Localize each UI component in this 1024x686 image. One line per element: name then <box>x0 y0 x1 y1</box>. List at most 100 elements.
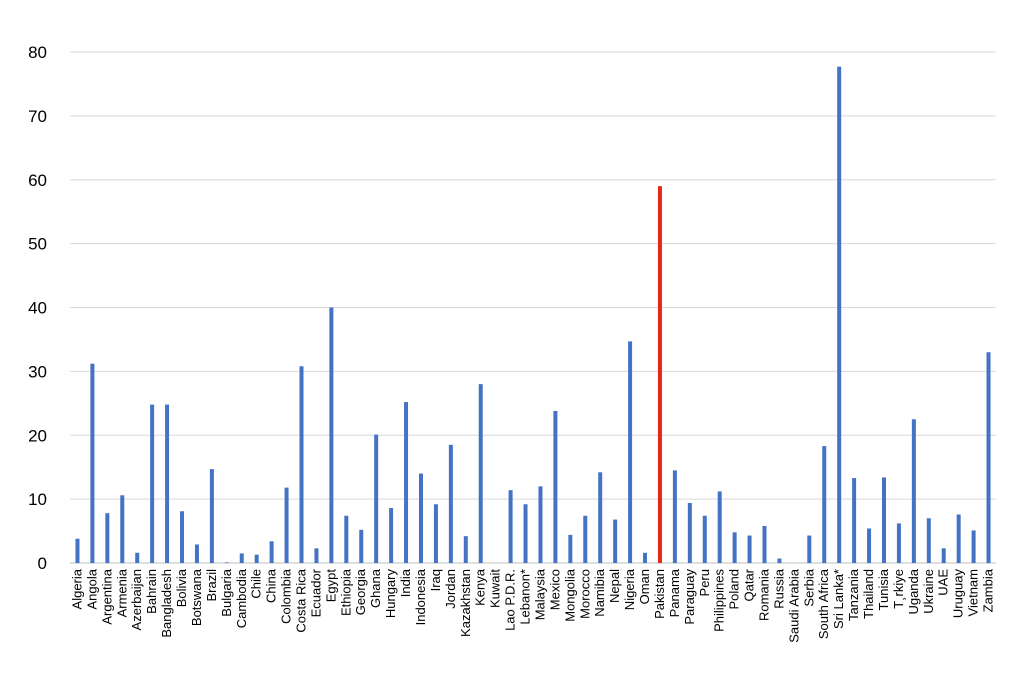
x-tick-label: Poland <box>727 569 742 609</box>
bar-russia <box>777 558 782 563</box>
bar-bolivia <box>180 511 185 563</box>
bar-ghana <box>374 434 379 563</box>
bar-bahrain <box>150 404 155 563</box>
x-tick-label: Costa Rica <box>294 568 309 632</box>
bar-tanzania <box>852 478 857 563</box>
x-tick-label: Oman <box>637 569 652 604</box>
bar-cambodia <box>239 553 244 563</box>
bar-t-rkiye <box>896 523 901 563</box>
x-tick-label: Egypt <box>323 569 338 603</box>
x-tick-label: Nepal <box>607 569 622 603</box>
y-tick-label: 30 <box>28 362 47 381</box>
bar-pakistan <box>657 186 662 563</box>
bar-ethiopia <box>344 515 349 563</box>
y-tick-label: 10 <box>28 490 47 509</box>
x-tick-label: Algeria <box>69 568 84 609</box>
bar-peru <box>702 515 707 563</box>
bar-vietnam <box>971 530 976 563</box>
y-tick-label: 60 <box>28 171 47 190</box>
x-tick-label: Namibia <box>592 568 607 616</box>
bar-uruguay <box>956 514 961 563</box>
x-tick-label: Saudi Arabia <box>786 568 801 642</box>
x-tick-label: Serbia <box>801 568 816 606</box>
bar-philippines <box>717 491 722 563</box>
bar-georgia <box>359 529 364 563</box>
x-tick-label: UAE <box>936 569 951 596</box>
x-tick-label: Lao P.D.R. <box>503 569 518 631</box>
bar-costa-rica <box>299 366 304 563</box>
x-tick-label: Azerbaijan <box>129 569 144 630</box>
bar-sri-lanka <box>837 66 842 563</box>
x-tick-label: Panama <box>667 568 682 617</box>
bar-brazil <box>209 469 214 563</box>
x-tick-label: Bolivia <box>174 568 189 607</box>
x-tick-label: Zambia <box>981 568 996 612</box>
bar-india <box>404 402 409 563</box>
bar-lebanon <box>523 504 528 563</box>
bar-serbia <box>807 535 812 563</box>
x-tick-label: Sri Lanka* <box>831 569 846 629</box>
x-tick-label: Thailand <box>861 569 876 619</box>
x-tick-label: Tunisia <box>876 568 891 610</box>
bar-china <box>269 541 274 563</box>
bar-iraq <box>433 504 438 563</box>
x-tick-label: Uruguay <box>951 569 966 619</box>
bar-paraguay <box>687 502 692 563</box>
x-tick-label: Ethiopia <box>338 568 353 616</box>
bar-angola <box>90 363 95 563</box>
x-tick-label: Georgia <box>353 568 368 615</box>
bar-colombia <box>284 487 289 563</box>
bar-tunisia <box>881 477 886 563</box>
x-tick-label: Kuwait <box>488 569 503 608</box>
bar-oman <box>643 552 648 563</box>
x-tick-label: Mexico <box>547 569 562 610</box>
x-tick-label: Argentina <box>99 568 114 624</box>
bar-egypt <box>329 307 334 563</box>
bar-uae <box>941 548 946 563</box>
bar-jordan <box>448 444 453 563</box>
x-tick-label: Cambodia <box>234 568 249 628</box>
x-tick-label: Russia <box>771 568 786 609</box>
y-tick-label: 50 <box>28 235 47 254</box>
bar-bulgaria <box>224 562 229 563</box>
x-tick-label: South Africa <box>816 568 831 639</box>
x-tick-label: Ecuador <box>308 568 323 617</box>
x-tick-label: Romania <box>757 568 772 621</box>
x-tick-label: Bulgaria <box>219 568 234 616</box>
bar-azerbaijan <box>135 552 140 563</box>
bar-nepal <box>613 519 618 563</box>
x-tick-label: Ukraine <box>921 569 936 614</box>
bar-zambia <box>986 352 991 563</box>
y-tick-label: 20 <box>28 426 47 445</box>
x-tick-label: Kazakhstan <box>458 569 473 637</box>
x-tick-label: Nigeria <box>622 568 637 610</box>
x-tick-label: Qatar <box>742 568 757 601</box>
x-tick-label: Tanzania <box>846 568 861 621</box>
bar-uganda <box>911 419 916 563</box>
x-tick-label: Jordan <box>443 569 458 609</box>
x-tick-label: Paraguay <box>682 569 697 625</box>
x-tick-label: Lebanon* <box>518 569 533 625</box>
x-tick-label: Indonesia <box>413 568 428 625</box>
bar-namibia <box>598 472 603 563</box>
x-tick-label: Kenya <box>473 568 488 606</box>
bar-mexico <box>553 410 558 563</box>
y-tick-label: 40 <box>28 299 47 318</box>
bar-morocco <box>583 515 588 563</box>
bar-botswana <box>194 544 199 563</box>
gridlines <box>70 51 996 564</box>
y-tick-label: 0 <box>38 554 47 573</box>
x-tick-label: India <box>398 568 413 597</box>
y-axis-tick-labels: 0 10 20 30 40 50 60 70 80 <box>28 43 47 573</box>
bar-romania <box>762 525 767 563</box>
bar-kenya <box>478 384 483 563</box>
bar-indonesia <box>418 473 423 563</box>
bar-chile <box>254 554 259 563</box>
x-tick-label: Morocco <box>577 569 592 619</box>
x-tick-label: Pakistan <box>652 569 667 619</box>
bar-poland <box>732 532 737 563</box>
bar-mongolia <box>568 534 573 563</box>
bar-qatar <box>747 535 752 563</box>
x-tick-label: Vietnam <box>966 569 981 616</box>
x-tick-label: Hungary <box>383 569 398 619</box>
